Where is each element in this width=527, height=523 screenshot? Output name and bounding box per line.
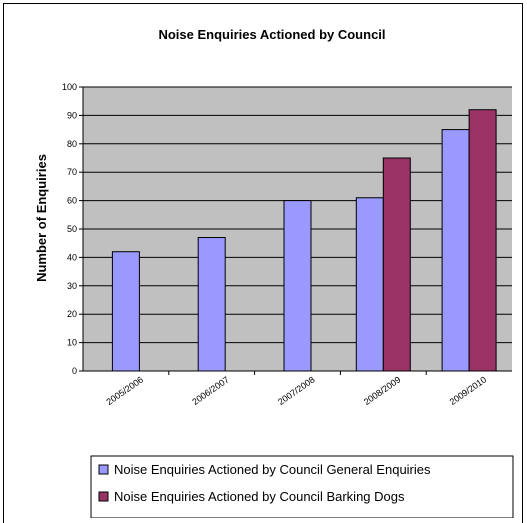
bar-general-enquiries [441, 129, 470, 372]
bar-general-enquiries [197, 237, 226, 372]
legend-label-general-enquiries: Noise Enquiries Actioned by Council Gene… [114, 462, 431, 477]
y-tick-label: 40 [67, 252, 77, 262]
y-axis-label: Number of Enquiries [34, 154, 49, 282]
y-tick-label: 50 [67, 224, 77, 234]
y-tick-label: 0 [72, 366, 77, 376]
y-tick-label: 20 [67, 309, 77, 319]
legend-swatch-barking-dogs [98, 491, 109, 502]
x-axis-ticks: 2005/2006 2006/2007 2007/2008 2008/2009 2009… [104, 371, 488, 407]
x-tick-label: 2005/2006 [104, 374, 145, 407]
bar-general-enquiries [283, 200, 312, 372]
legend-label-barking-dogs: Noise Enquiries Actioned by Council Bark… [114, 489, 405, 504]
legend-box [90, 455, 514, 518]
bar-general-enquiries [355, 197, 384, 372]
y-tick-label: 10 [67, 338, 77, 348]
y-tick-label: 80 [67, 139, 77, 149]
y-tick-label: 30 [67, 281, 77, 291]
bar-barking-dogs [382, 157, 411, 372]
x-tick-label: 2007/2008 [276, 374, 317, 407]
bar-barking-dogs [468, 109, 497, 372]
y-tick-label: 90 [67, 110, 77, 120]
x-tick-label: 2009/2010 [448, 374, 489, 407]
x-tick-label: 2006/2007 [190, 374, 231, 407]
y-tick-label: 70 [67, 167, 77, 177]
y-tick-label: 100 [62, 82, 77, 92]
bars [111, 109, 497, 372]
legend: Noise Enquiries Actioned by Council Gene… [90, 455, 514, 518]
legend-swatch-general-enquiries [98, 464, 109, 475]
bar-general-enquiries [111, 251, 140, 372]
y-axis-ticks: 0 10 20 30 40 50 60 70 80 90 100 [62, 82, 83, 376]
x-tick-label: 2008/2009 [362, 374, 403, 407]
chart-title: Noise Enquiries Actioned by Council [158, 27, 385, 42]
y-tick-label: 60 [67, 196, 77, 206]
